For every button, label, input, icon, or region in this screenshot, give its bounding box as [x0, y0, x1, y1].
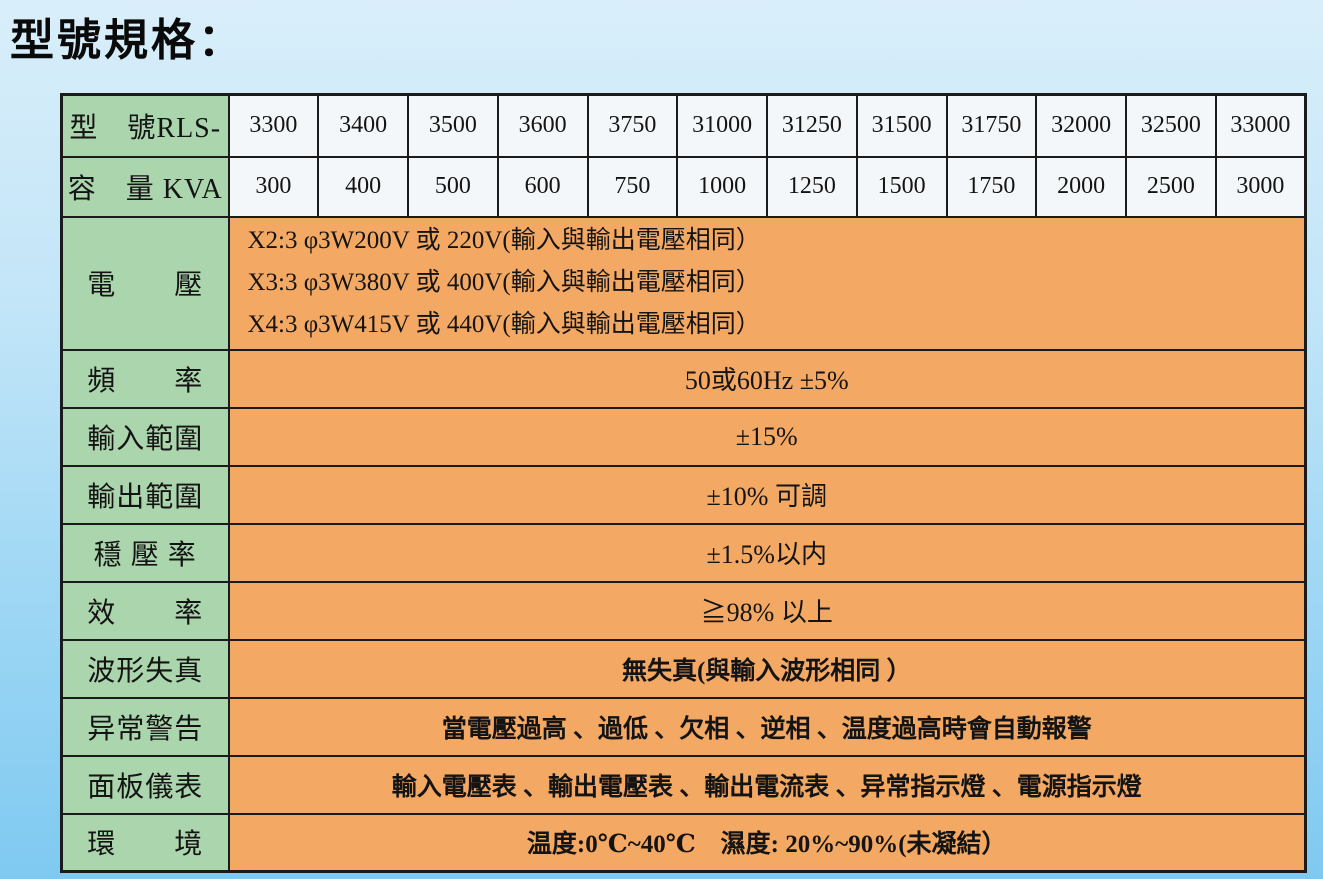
model-number-cell: 31000 [676, 93, 768, 158]
row-label-regulation: 穩 壓 率 [60, 522, 230, 583]
row-label-efficiency: 效 率 [60, 580, 230, 641]
voltage-line: X2:3 φ3W200V 或 220V(輸入與輸出電壓相同） [247, 227, 761, 254]
model-number-cell: 3600 [496, 93, 589, 158]
model-number-cell: 31750 [945, 93, 1038, 158]
voltage-value: X2:3 φ3W200V 或 220V(輸入與輸出電壓相同） X3:3 φ3W38… [227, 215, 1307, 351]
row-label-alarm: 异常警告 [60, 696, 230, 757]
alarm-row: 异常警告 當電壓過高 、過低 、欠相 、逆相 、温度過高時會自動報警 [60, 696, 1307, 757]
output-range-value: ±10% 可調 [227, 464, 1307, 525]
row-label-environment: 環 境 [60, 812, 230, 873]
distortion-row: 波形失真 無失真(與輸入波形相同 ） [60, 638, 1307, 699]
model-number-cell: 3300 [227, 93, 320, 158]
capacity-kva-cell: 2000 [1035, 155, 1127, 218]
capacity-kva-cell: 1500 [855, 155, 948, 218]
page-title: 型號規格： [10, 16, 245, 65]
efficiency-row: 效 率 ≧98% 以上 [60, 580, 1307, 641]
model-number-cell: 31500 [855, 93, 948, 158]
panel-meters-value: 輸入電壓表 、輸出電壓表 、輸出電流表 、异常指示燈 、電源指示燈 [227, 754, 1307, 815]
input-range-row: 輸入範圍 ±15% [60, 406, 1307, 467]
capacity-kva-cell: 3000 [1214, 155, 1307, 218]
row-label-frequency: 頻 率 [60, 348, 230, 409]
model-number-cell: 3500 [407, 93, 499, 158]
model-number-cell: 32000 [1035, 93, 1127, 158]
row-label-model-row: 型 號RLS- [60, 93, 230, 158]
row-label-distortion: 波形失真 [60, 638, 230, 699]
spec-table: 型 號RLS- 3300 3400 3500 3600 3750 31000 31250 315… [60, 93, 1307, 873]
capacity-kva-cell: 1250 [766, 155, 858, 218]
capacity-kva-cell: 500 [407, 155, 499, 218]
voltage-line: X3:3 φ3W380V 或 400V(輸入與輸出電壓相同） [247, 269, 761, 296]
capacity-kva-cell: 750 [586, 155, 679, 218]
row-label-panel-meters: 面板儀表 [60, 754, 230, 815]
capacity-kva-cell: 400 [317, 155, 409, 218]
model-number-cell: 31250 [766, 93, 858, 158]
environment-value: 温度:0℃~40℃ 濕度: 20%~90%(未凝結） [227, 812, 1307, 873]
regulation-value: ±1.5%以内 [227, 522, 1307, 583]
row-label-voltage: 電 壓 [60, 215, 230, 351]
row-label-input-range: 輸入範圍 [60, 406, 230, 467]
model-number-cell: 32500 [1125, 93, 1217, 158]
distortion-value: 無失真(與輸入波形相同 ） [227, 638, 1307, 699]
voltage-row: 電 壓 X2:3 φ3W200V 或 220V(輸入與輸出電壓相同） X3:3 φ3… [60, 215, 1307, 351]
capacity-kva-cell: 300 [227, 155, 320, 218]
efficiency-value: ≧98% 以上 [227, 580, 1307, 641]
capacity-kva-cell: 1000 [676, 155, 768, 218]
capacity-kva-cell: 600 [496, 155, 589, 218]
input-range-value: ±15% [227, 406, 1307, 467]
row-label-output-range: 輸出範圍 [60, 464, 230, 525]
model-number-cell: 3400 [317, 93, 409, 158]
alarm-value: 當電壓過高 、過低 、欠相 、逆相 、温度過高時會自動報警 [227, 696, 1307, 757]
model-number-cell: 3750 [586, 93, 679, 158]
output-range-row: 輸出範圍 ±10% 可調 [60, 464, 1307, 525]
frequency-value: 50或60Hz ±5% [227, 348, 1307, 409]
model-row: 型 號RLS- 3300 3400 3500 3600 3750 31000 31250 315… [60, 93, 1307, 158]
frequency-row: 頻 率 50或60Hz ±5% [60, 348, 1307, 409]
environment-row: 環 境温度:0℃~40℃ 濕度: 20%~90%(未凝結） [60, 812, 1307, 873]
capacity-kva-cell: 2500 [1125, 155, 1217, 218]
capacity-kva-cell: 1750 [945, 155, 1038, 218]
capacity-row: 容 量 KVA 300 400 500 600 750 1000 1250 1500 1750 20… [60, 155, 1307, 218]
regulation-row: 穩 壓 率 ±1.5%以内 [60, 522, 1307, 583]
voltage-line: X4:3 φ3W415V 或 440V(輸入與輸出電壓相同） [247, 311, 761, 338]
panel-meters-row: 面板儀表 輸入電壓表 、輸出電壓表 、輸出電流表 、异常指示燈 、電源指示燈 [60, 754, 1307, 815]
model-number-cell: 33000 [1214, 93, 1307, 158]
row-label-capacity-row: 容 量 KVA [60, 155, 230, 218]
